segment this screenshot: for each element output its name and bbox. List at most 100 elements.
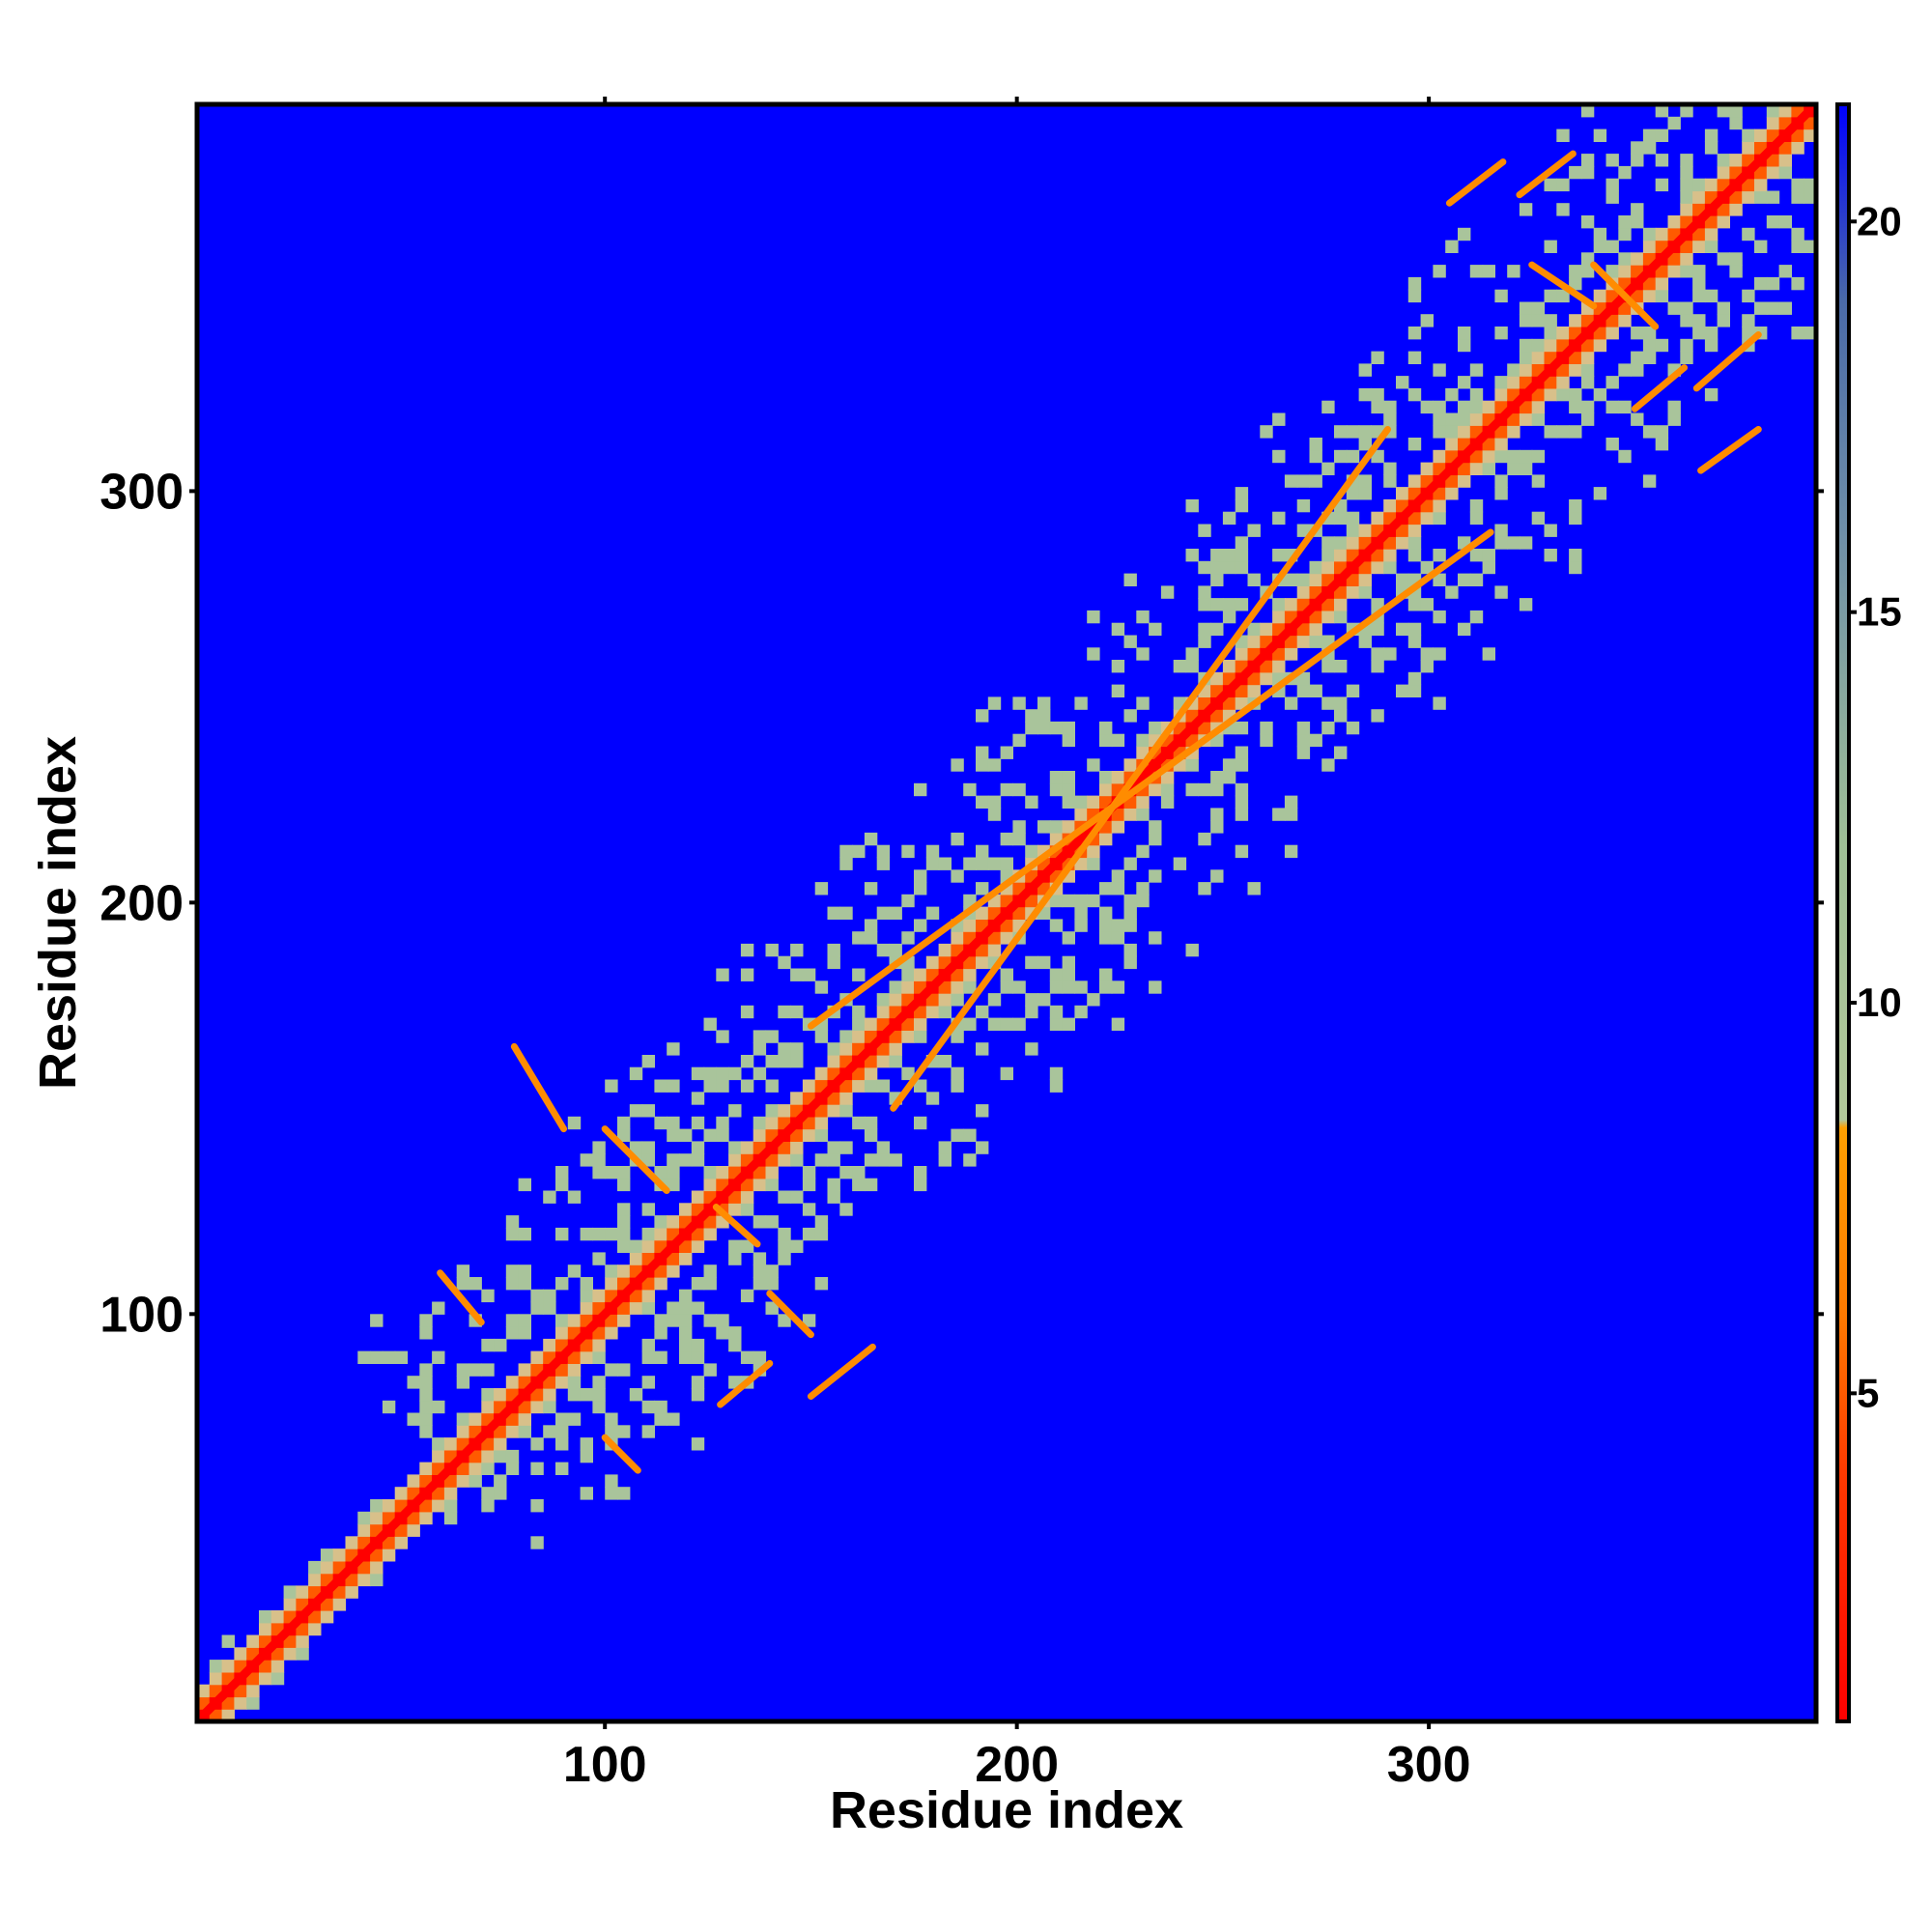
heatmap-cell [1099,832,1113,846]
heatmap-cell [580,1449,593,1463]
heatmap-cell [1111,931,1125,945]
heatmap-cell [691,1092,705,1105]
heatmap-cell [1222,696,1236,710]
heatmap-cell [259,1610,272,1624]
heatmap-cell [1791,227,1804,242]
heatmap-cell [864,1178,878,1192]
heatmap-cell [1469,449,1484,464]
heatmap-cell [270,1647,285,1661]
heatmap-cell [629,1104,643,1118]
heatmap-cell [852,1166,866,1179]
heatmap-cell [976,882,989,895]
heatmap-cell [1346,425,1360,439]
heatmap-cell [864,1116,878,1130]
heatmap-cell [1000,968,1013,981]
heatmap-cell [1235,560,1249,575]
strand-pairing-line [1516,150,1577,199]
heatmap-cell [1049,1066,1064,1081]
heatmap-cell [481,1338,495,1352]
heatmap-cell [864,1153,878,1167]
heatmap-cell [1704,240,1719,253]
heatmap-cell [790,1190,804,1204]
heatmap-cell [518,1227,531,1241]
heatmap-cell [814,1066,829,1081]
heatmap-cell [1260,721,1273,735]
heatmap-cell [765,1215,779,1229]
heatmap-cell [1074,795,1088,809]
heatmap-cell [827,1153,840,1167]
heatmap-cell [827,1178,840,1192]
heatmap-cell [790,1042,804,1056]
strand-pairing-line [1590,261,1660,330]
heatmap-cell [1012,906,1026,920]
heatmap-cell [1642,425,1657,439]
heatmap-cell [1754,301,1768,315]
heatmap-cell [691,1190,705,1204]
heatmap-cell [667,1042,680,1056]
heatmap-cell [1235,598,1249,611]
heatmap-cell [1272,412,1286,426]
heatmap-cell [1531,449,1546,464]
heatmap-cell [667,1412,680,1426]
heatmap-cell [1407,474,1422,488]
heatmap-cell [654,1116,668,1130]
heatmap-cell [1605,314,1619,327]
heatmap-cell [1334,449,1348,464]
heatmap-cell [1742,128,1755,142]
heatmap-cell [864,832,878,846]
heatmap-cell [530,1388,544,1402]
strand-pairing-line [890,426,1391,1112]
heatmap-cell [259,1622,272,1636]
heatmap-cell [876,1141,891,1154]
heatmap-cell [1062,721,1075,735]
heatmap-cell [802,1128,816,1142]
heatmap-cell [1593,240,1607,253]
heatmap-cell [740,1203,754,1216]
heatmap-cell [1494,327,1508,340]
heatmap-cell [1358,524,1372,537]
heatmap-cell [1717,252,1730,266]
heatmap-cell [1383,549,1397,562]
heatmap-cell [753,1252,767,1265]
heatmap-cell [802,968,816,981]
heatmap-cell [382,1400,396,1414]
heatmap-cell [1531,351,1546,364]
heatmap-cell [1494,425,1508,439]
heatmap-cell [555,1412,569,1426]
heatmap-cell [1235,808,1249,821]
heatmap-cell [270,1660,285,1673]
heatmap-cell [778,1252,791,1265]
heatmap-cell [1222,560,1236,575]
heatmap-cell [963,980,977,994]
heatmap-cell [1754,190,1768,204]
heatmap-cell [1037,820,1051,834]
heatmap-cell [505,1227,520,1241]
heatmap-cell [889,993,902,1007]
heatmap-cell [505,1314,520,1327]
heatmap-cell [852,1116,866,1130]
heatmap-cell [1766,215,1780,229]
heatmap-cell [617,1239,631,1253]
heatmap-cell [1655,338,1669,353]
heatmap-cell [592,1289,606,1303]
heatmap-cell [1531,511,1546,526]
heatmap-cell [667,1116,680,1130]
heatmap-cell [1704,128,1719,142]
heatmap-cell [469,1462,482,1475]
heatmap-cell [432,1400,445,1414]
heatmap-cell [827,906,840,920]
heatmap-cell [605,1487,618,1500]
heatmap-cell [1407,327,1422,340]
heatmap-cell [1407,276,1422,291]
heatmap-cell [296,1634,309,1648]
heatmap-cell [1569,265,1582,278]
heatmap-cell [543,1425,556,1438]
heatmap-cell [357,1573,371,1587]
heatmap-cell [1074,808,1088,821]
heatmap-cell [419,1376,433,1389]
heatmap-cell [914,919,927,932]
heatmap-cell [1433,647,1446,661]
heatmap-cell [617,1363,631,1377]
heatmap-cell [1284,474,1298,488]
heatmap-cell [1396,536,1409,550]
